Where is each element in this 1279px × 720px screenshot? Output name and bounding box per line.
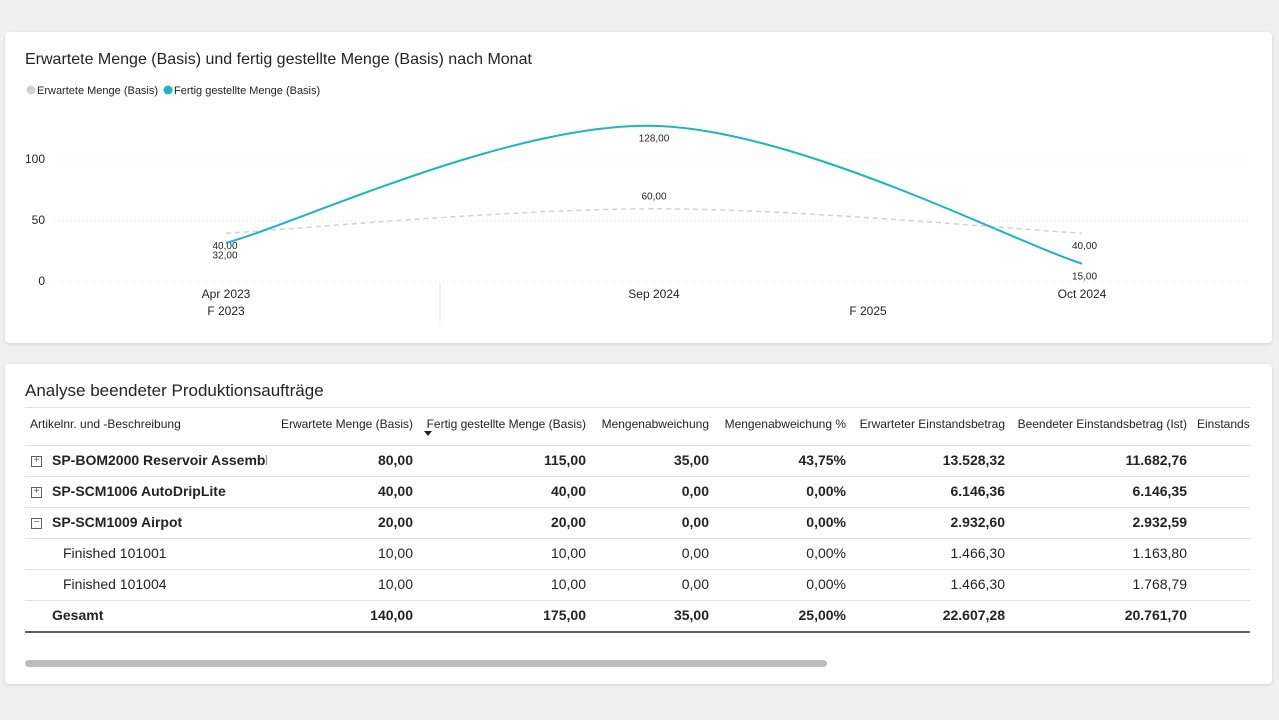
row-label: Finished 101001 [63,545,167,561]
x-tick-label: Sep 2024 [628,287,680,301]
cell-value: 10,00 [550,545,586,561]
column-header: Mengenabweichung % [724,417,846,431]
data-label: 60,00 [641,191,666,202]
cell-value: 0,00 [681,483,709,499]
cell-value: 1.163,80 [1132,545,1188,561]
y-tick-label: 50 [32,213,46,227]
chart-title: Erwartete Menge (Basis) und fertig geste… [25,51,532,68]
cell-value: 0,00 [681,576,709,592]
table-card [5,364,1272,684]
cell-value: 140,00 [370,607,413,623]
x-group-label: F 2023 [207,304,245,318]
collapse-icon[interactable]: − [31,518,42,529]
cell-value: 80,00 [377,452,413,468]
cell-value: 0,00% [806,576,846,592]
cell-value: 11.682,76 [1125,452,1187,468]
cell-value: 2.932,59 [1132,514,1188,530]
column-header: Erwarteter Einstandsbetrag [859,417,1005,431]
legend-label: Fertig gestellte Menge (Basis) [174,85,320,97]
cell-value: 10,00 [377,576,413,592]
row-line [25,538,1250,539]
cell-value: 0,00% [806,545,846,561]
data-label: 40,00 [212,241,237,252]
expand-icon[interactable]: + [31,487,42,498]
table-title: Analyse beendeter Produktionsaufträge [25,381,324,400]
cell-value: 40,00 [377,483,413,499]
row-line [25,569,1250,570]
cell-value: 2.932,60 [950,514,1006,530]
sort-indicator[interactable] [424,431,432,436]
cell-value: 1.466,30 [950,545,1006,561]
column-header: Fertig gestellte Menge (Basis) [426,417,586,431]
cell-value: 0,00 [681,545,709,561]
x-group-label: F 2025 [849,304,887,318]
cell-value: 6.146,35 [1132,483,1188,499]
row-line [25,507,1250,508]
cell-value: 10,00 [377,545,413,561]
y-tick-label: 100 [25,152,45,166]
cell-value: 20,00 [550,514,586,530]
cell-value: 35,00 [673,452,709,468]
cell-value: 0,00% [806,483,846,499]
y-tick-label: 0 [38,274,45,288]
cell-value: 115,00 [543,452,586,468]
x-tick-label: Apr 2023 [202,287,251,301]
cell-value: 13.528,32 [942,452,1005,468]
cell-value: 6.146,36 [950,483,1006,499]
cell-value: 10,00 [550,576,586,592]
column-header: Artikelnr. und -Beschreibung [30,417,181,431]
column-header: Erwartete Menge (Basis) [280,417,413,431]
header-bottom-line [25,445,1250,446]
row-label: SP-BOM2000 Reservoir Assembly [52,452,267,468]
series-line [225,124,1083,265]
row-line [25,600,1250,601]
cell-value: 1.768,79 [1132,576,1188,592]
cell-value: 35,00 [673,607,709,623]
table: Analyse beendeter Produktionsaufträge Ar… [25,381,1250,633]
row-label: SP-SCM1006 AutoDripLite [52,483,226,499]
row-line [25,631,1250,633]
row-line [25,476,1250,477]
cell-value: 175,00 [543,607,586,623]
cell-value: 0,00 [681,514,709,530]
scrollbar[interactable] [25,660,827,667]
legend-marker [163,85,173,95]
cell-value: 20.761,70 [1124,607,1187,623]
chart: Erwartete Menge (Basis) und fertig geste… [25,51,1250,322]
header-top-line [25,407,1250,408]
data-label: 40,00 [1072,241,1097,252]
legend-label: Erwartete Menge (Basis) [37,85,158,97]
row-label: SP-SCM1009 Airpot [52,514,183,530]
legend-marker [26,85,36,95]
cell-value: 20,00 [377,514,413,530]
expand-icon[interactable]: + [31,456,42,467]
chart-card [5,32,1272,343]
cell-value: 25,00% [798,607,846,623]
row-label: Finished 101004 [63,576,167,592]
column-header: Einstandsl [1197,417,1250,431]
column-header: Mengenabweichung [601,417,709,431]
data-label: 15,00 [1072,271,1097,282]
x-tick-label: Oct 2024 [1058,287,1107,301]
cell-value: 0,00% [806,514,846,530]
total-label: Gesamt [52,607,104,623]
cell-value: 1.466,30 [950,576,1006,592]
cell-value: 40,00 [550,483,586,499]
data-label: 128,00 [639,133,670,144]
column-header: Beendeter Einstandsbetrag (Ist) [1017,417,1187,431]
cell-value: 43,75% [798,452,846,468]
cell-value: 22.607,28 [942,607,1005,623]
data-label: 32,00 [212,251,237,262]
